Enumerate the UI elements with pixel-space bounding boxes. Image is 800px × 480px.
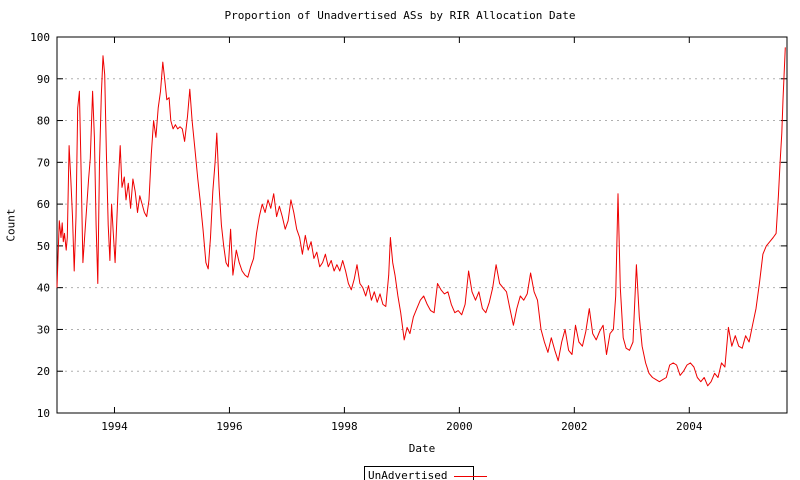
- y-tick-label: 100: [30, 31, 50, 44]
- y-tick-label: 50: [37, 240, 50, 253]
- y-tick-label: 30: [37, 323, 50, 336]
- y-tick-label: 10: [37, 407, 50, 420]
- x-tick-label: 1998: [331, 420, 358, 433]
- data-line-unadvertised: [56, 47, 786, 387]
- y-tick-label: 80: [37, 115, 50, 128]
- y-tick-label: 70: [37, 156, 50, 169]
- legend: UnAdvertised: [364, 466, 488, 480]
- y-tick-label: 40: [37, 282, 50, 295]
- x-tick-label: 1996: [216, 420, 243, 433]
- y-tick-label: 60: [37, 198, 50, 211]
- y-tick-label: 90: [37, 73, 50, 86]
- x-tick-label: 2004: [676, 420, 703, 433]
- y-tick-label: 20: [37, 365, 50, 378]
- x-tick-label: 2002: [561, 420, 588, 433]
- x-tick-label: 2000: [446, 420, 473, 433]
- x-tick-label: 1994: [101, 420, 128, 433]
- legend-series-label: UnAdvertised: [368, 469, 448, 480]
- x-axis-label: Date: [408, 442, 436, 455]
- chart-title: Proportion of Unadvertised ASs by RIR Al…: [224, 9, 576, 22]
- y-axis-label: Count: [4, 208, 18, 242]
- legend-line-sample-icon: [454, 475, 488, 477]
